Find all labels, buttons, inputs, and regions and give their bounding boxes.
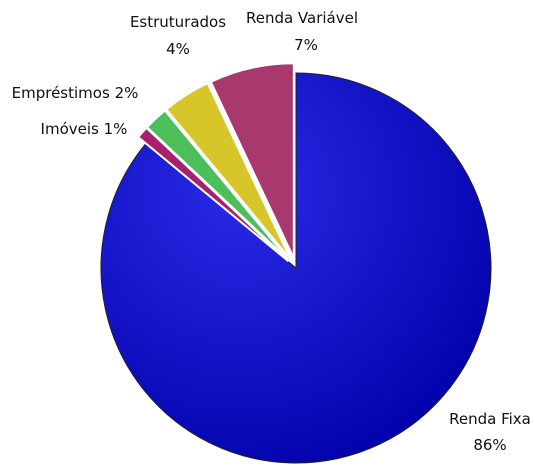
data-label: Renda Variável 7%: [246, 9, 358, 54]
value-label: 4%: [166, 40, 190, 58]
category-label: Renda Variável: [246, 9, 358, 27]
value-label: 7%: [294, 36, 318, 54]
pie-slice: [100, 72, 492, 464]
value-label: 2%: [115, 84, 139, 102]
category-label: Imóveis: [41, 120, 99, 138]
value-label: 86%: [473, 436, 506, 454]
pie-slice: [209, 62, 295, 259]
category-label: Estruturados: [130, 13, 226, 31]
pie-slice: [145, 109, 290, 262]
data-label: Imóveis 1%: [41, 120, 128, 138]
pie-slice: [164, 81, 292, 261]
category-label: Empréstimos: [12, 84, 110, 102]
value-label: 1%: [104, 120, 128, 138]
data-label: Empréstimos 2%: [12, 84, 139, 102]
category-label: Renda Fixa: [449, 410, 531, 428]
data-label: Renda Fixa 86%: [449, 410, 531, 454]
data-label: Estruturados 4%: [130, 13, 226, 58]
